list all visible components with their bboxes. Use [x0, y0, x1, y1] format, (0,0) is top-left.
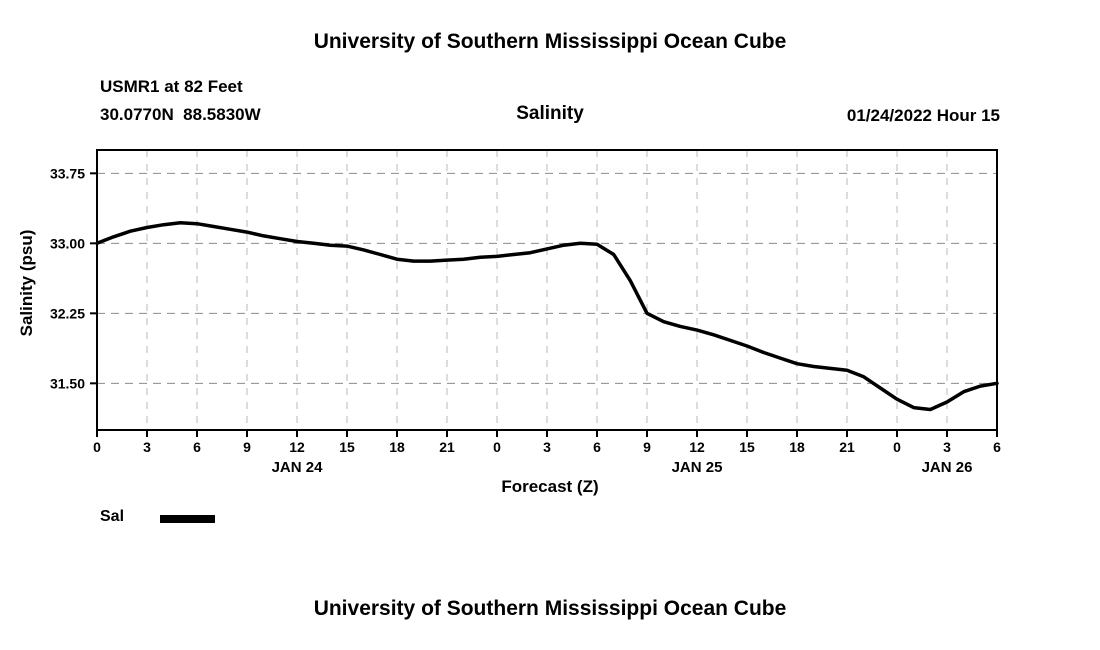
page-title-top: University of Southern Mississippi Ocean…: [313, 30, 787, 53]
x-tick-label: 0: [93, 439, 101, 455]
sal-series-line: [95, 221, 999, 412]
x-tick-label: 6: [993, 439, 1001, 455]
x-tick-label: 15: [739, 439, 755, 455]
x-tick-label: 21: [839, 439, 855, 455]
day-label: JAN 24: [272, 459, 324, 476]
x-tick-label: 3: [943, 439, 951, 455]
legend-line-swatch: [160, 515, 215, 523]
x-tick-label: 3: [543, 439, 551, 455]
x-tick-label: 12: [289, 439, 305, 455]
x-tick-label: 9: [243, 439, 251, 455]
day-label: JAN 25: [672, 459, 723, 476]
x-tick-label: 12: [689, 439, 705, 455]
coordinates-label: 30.0770N 88.5830W: [100, 105, 261, 124]
chart-title: Salinity: [516, 103, 584, 124]
y-tick-label: 33.00: [50, 235, 85, 251]
page-title-bottom: University of Southern Mississippi Ocean…: [313, 597, 787, 620]
x-tick-label: 6: [193, 439, 201, 455]
x-tick-label: 15: [339, 439, 355, 455]
x-tick-label: 3: [143, 439, 151, 455]
x-axis-label: Forecast (Z): [501, 477, 599, 496]
x-tick-label: 6: [593, 439, 601, 455]
x-tick-label: 18: [389, 439, 405, 455]
salinity-line-chart: 0 3 6 9 12 15 18 21 0 3 6 9 12 15 18 21 0 3 6 33.75 33.00 32.…: [50, 149, 1001, 476]
x-tick-label: 21: [439, 439, 455, 455]
day-label: JAN 26: [922, 459, 973, 476]
x-tick-label: 9: [643, 439, 651, 455]
legend-label: Sal: [100, 508, 125, 525]
datetime-label: 01/24/2022 Hour 15: [846, 106, 1000, 125]
x-tick-label: 18: [789, 439, 805, 455]
x-tick-label: 0: [893, 439, 901, 455]
y-tick-label: 33.75: [50, 165, 85, 181]
y-tick-label: 31.50: [50, 375, 85, 391]
y-tick-label: 32.25: [50, 305, 85, 321]
x-tick-label: 0: [493, 439, 501, 455]
station-label: USMR1 at 82 Feet: [100, 77, 243, 96]
